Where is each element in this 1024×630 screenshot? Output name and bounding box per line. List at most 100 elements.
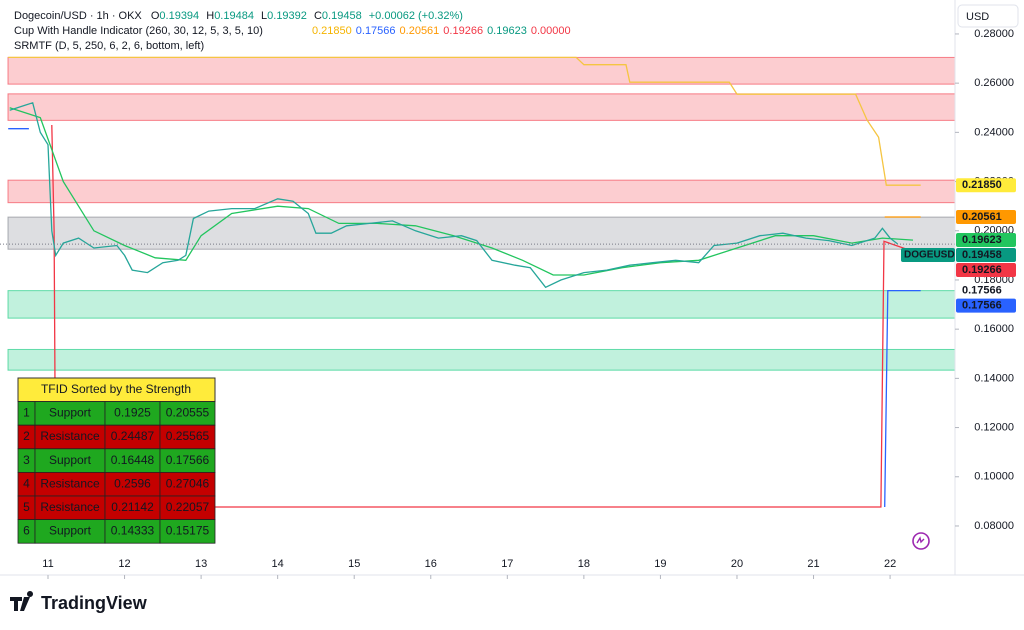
y-tick-label: 0.24000: [974, 126, 1014, 138]
ohlc-key: C: [314, 10, 322, 22]
indicator-value: 0.19623: [487, 25, 527, 37]
table-cell-text: 5: [23, 500, 30, 514]
y-tick-label: 0.16000: [974, 323, 1014, 335]
indicator-value: 0.17566: [356, 25, 396, 37]
table-cell-text: 0.2596: [114, 476, 151, 490]
table-cell-text: Resistance: [40, 429, 100, 443]
ohlc-value: 0.19392: [267, 10, 307, 22]
table-cell-text: 0.14333: [111, 524, 155, 538]
y-tick-label: 0.12000: [974, 421, 1014, 433]
x-tick-label: 16: [425, 558, 437, 570]
symbol-tag-bg: [901, 248, 955, 263]
title-line: Dogecoin/USD · 1h · OKX O0.19394 H0.1948…: [14, 10, 463, 22]
table-cell-text: Resistance: [40, 500, 100, 514]
table-cell-text: 0.24487: [111, 429, 155, 443]
price-label: 0.17566: [962, 300, 1002, 312]
x-tick-label: 12: [118, 558, 130, 570]
x-tick-label: 18: [578, 558, 590, 570]
y-tick-label: 0.10000: [974, 471, 1014, 483]
table-title: TFID Sorted by the Strength: [41, 382, 191, 396]
price-label-bg: [956, 248, 1016, 263]
price-label: 0.19266: [962, 264, 1002, 276]
logo: TradingView: [10, 591, 148, 613]
ai-icon[interactable]: [912, 532, 930, 550]
currency-button[interactable]: [957, 4, 1019, 28]
table-cell-text: 2: [23, 429, 30, 443]
symbol-title: Dogecoin/USD · 1h · OKX: [14, 10, 142, 22]
price-label-bg: [956, 298, 1016, 313]
table-cell-text: Support: [49, 406, 92, 420]
table-cell-text: 0.27046: [166, 476, 210, 490]
table: TFID Sorted by the Strength 1 Support 0.192…: [17, 377, 216, 544]
table-cell-text: 0.20555: [166, 406, 210, 420]
table-cell-text: Resistance: [40, 476, 100, 490]
x-tick-label: 19: [654, 558, 666, 570]
brand: TradingView: [41, 593, 148, 613]
logo-icon: [10, 591, 34, 611]
price-label: 0.19623: [962, 234, 1002, 246]
price-label-bg: [956, 233, 1016, 248]
zone: [7, 179, 956, 204]
ohlc-value: 0.19484: [214, 10, 254, 22]
zone: [7, 348, 956, 371]
x-tick-label: 15: [348, 558, 360, 570]
table-cell-text: 0.15175: [166, 524, 210, 538]
icon-glyph[interactable]: [916, 536, 925, 544]
x-tick-label: 14: [272, 558, 284, 570]
y-tick-label: 0.28000: [974, 28, 1014, 40]
zone: [7, 56, 956, 85]
price-change: +0.00062 (+0.32%): [369, 10, 463, 22]
indicator-value: 0.19266: [443, 25, 483, 37]
table-cell-text: 1: [23, 406, 30, 420]
price-label-bg: [956, 283, 1016, 298]
series-line: [8, 128, 921, 508]
table-cell-text: 0.21142: [111, 500, 154, 514]
price-label: 0.20561: [962, 211, 1002, 223]
x-tick-label: 17: [501, 558, 513, 570]
ohlc-key: L: [261, 10, 267, 22]
table-cell-text: 4: [23, 476, 30, 490]
indicator-name: SRMTF (D, 5, 250, 6, 2, 6, bottom, left): [14, 40, 204, 52]
table-cell: [159, 519, 216, 544]
price-label-bg: [956, 178, 1016, 193]
price-label-bg: [956, 263, 1016, 278]
table-cell-text: 0.1925: [114, 406, 151, 420]
series-line: [9, 101, 899, 289]
indicator-value: 0.20561: [400, 25, 440, 37]
price-label: 0.19458: [962, 249, 1002, 261]
indicator-value: 0.21850: [312, 25, 352, 37]
x-tick-label: 20: [731, 558, 743, 570]
x-tick-label: 11: [42, 558, 53, 570]
zone: [7, 290, 956, 319]
ohlc-value: 0.19458: [322, 10, 362, 22]
y-tick-label: 0.08000: [974, 520, 1014, 532]
y-tick-label: 0.26000: [974, 77, 1014, 89]
table-cell-text: 6: [23, 524, 30, 538]
plot-area: [0, 56, 956, 508]
ohlc-key: H: [206, 10, 214, 22]
series-line: [9, 107, 914, 276]
x-tick-label: 21: [807, 558, 819, 570]
table-cell-text: 0.16448: [111, 453, 155, 467]
table-cell-text: 0.22057: [166, 500, 210, 514]
price-label-bg: [956, 209, 1016, 224]
icon-circle[interactable]: [912, 532, 930, 550]
ohlc-key: O: [151, 10, 160, 22]
indicator-value: 0.00000: [531, 25, 571, 37]
symbol-tag: DOGEUSD: [904, 250, 955, 261]
x-tick-label: 22: [884, 558, 896, 570]
currency[interactable]: USD: [966, 11, 989, 23]
y-tick-label: 0.14000: [974, 372, 1014, 384]
ohlc-value: 0.19394: [159, 10, 199, 22]
table-cell-text: Support: [49, 453, 92, 467]
zone: [7, 93, 956, 121]
price-label: 0.21850: [962, 179, 1002, 191]
indicator-name: Cup With Handle Indicator (260, 30, 12, …: [14, 25, 263, 37]
table-cell-text: 0.17566: [166, 453, 210, 467]
indicator-values: 0.21850 0.17566 0.20561 0.19266 0.19623 0.000…: [312, 25, 571, 37]
table-cell-text: 3: [23, 453, 30, 467]
x-tick-label: 13: [195, 558, 207, 570]
price-label: 0.17566: [962, 285, 1002, 297]
table-cell-text: 0.25565: [166, 429, 210, 443]
